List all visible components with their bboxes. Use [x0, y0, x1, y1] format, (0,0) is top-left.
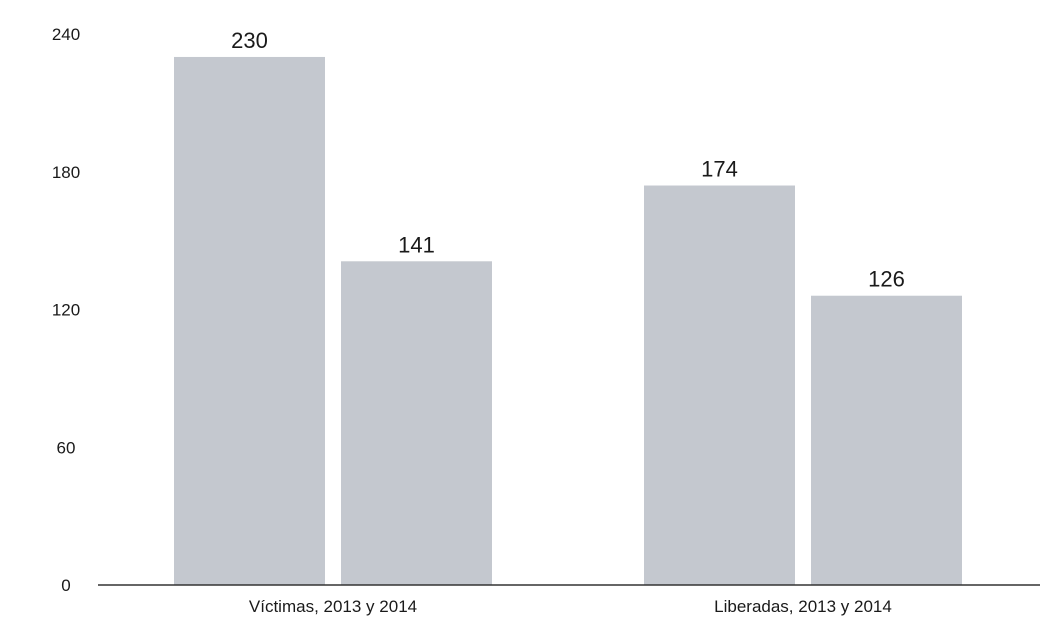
bar-value-label: 141 — [398, 232, 435, 257]
y-tick-label: 120 — [52, 301, 80, 320]
y-tick-label: 60 — [57, 438, 76, 457]
bar-value-label: 174 — [701, 157, 738, 182]
bars — [174, 56, 962, 586]
category-label: Liberadas, 2013 y 2014 — [714, 597, 892, 616]
y-tick-label: 180 — [52, 163, 80, 182]
bar — [811, 295, 962, 585]
bar — [644, 185, 795, 585]
bar-value-label: 126 — [868, 267, 905, 292]
y-axis-ticks: 0 60 120 180 240 — [52, 25, 80, 595]
bar-value-label: 230 — [231, 28, 268, 53]
bar — [174, 56, 325, 586]
y-tick-label: 240 — [52, 25, 80, 44]
y-tick-label: 0 — [61, 576, 70, 595]
bar — [341, 261, 492, 585]
data-labels: 230 174 141 126 — [231, 28, 905, 292]
category-label: Víctimas, 2013 y 2014 — [249, 597, 417, 616]
category-labels: Víctimas, 2013 y 2014 Liberadas, 2013 y 2… — [249, 597, 892, 616]
